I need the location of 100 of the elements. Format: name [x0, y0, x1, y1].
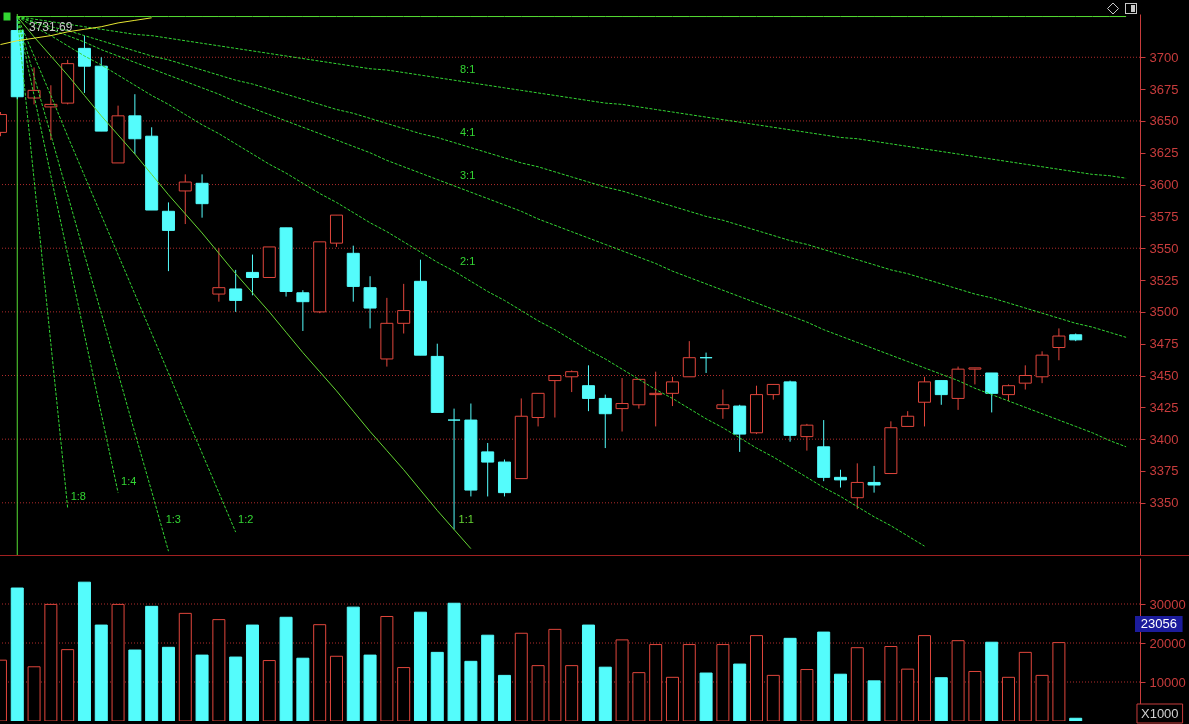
y-tick-label: 3450	[1149, 368, 1179, 384]
candlestick	[195, 173, 209, 219]
candlestick	[178, 173, 192, 225]
bar	[749, 635, 763, 721]
bar	[145, 605, 159, 721]
candlestick	[850, 462, 864, 510]
bar	[128, 649, 142, 721]
bar	[380, 615, 394, 721]
candlestick	[212, 247, 226, 303]
candlestick	[44, 84, 58, 141]
series-label: 1:2	[238, 512, 254, 525]
bar	[968, 670, 982, 721]
bar	[665, 676, 679, 721]
candlestick	[682, 340, 696, 378]
y-tick-label: 3600	[1149, 177, 1179, 193]
bar	[766, 674, 780, 721]
bar	[229, 656, 243, 721]
bar	[212, 619, 226, 721]
bar	[313, 624, 327, 721]
bar	[598, 666, 612, 721]
bar	[27, 666, 41, 721]
text: X1000	[1140, 705, 1179, 721]
series-label: 3:1	[460, 169, 476, 182]
series-label: 8:1	[460, 62, 476, 75]
y-tick-label: 3700	[1149, 49, 1179, 65]
candlestick	[917, 376, 931, 427]
candlestick	[565, 369, 579, 393]
candlestick	[867, 465, 881, 494]
bar	[699, 672, 713, 721]
bar	[800, 669, 814, 721]
bar	[10, 587, 24, 721]
candlestick	[447, 408, 461, 531]
y-tick-label: 3550	[1149, 240, 1179, 256]
bar	[397, 667, 411, 721]
bar	[161, 646, 175, 721]
candlestick	[363, 275, 377, 329]
series-label: 1:4	[121, 474, 137, 487]
candlestick	[598, 394, 612, 449]
candlestick	[397, 283, 411, 335]
series-label: 1:8	[70, 489, 86, 502]
series-label: 4:1	[460, 125, 476, 138]
bar	[413, 611, 427, 721]
y-tick-label: 3675	[1149, 81, 1179, 97]
y-tick-label: 3575	[1149, 208, 1179, 224]
bar	[430, 651, 444, 721]
bar	[649, 644, 663, 721]
y-tick-label: 3350	[1149, 495, 1179, 511]
bar	[901, 668, 915, 721]
bar	[733, 663, 747, 721]
bar	[111, 603, 125, 721]
bar	[329, 655, 343, 721]
candlestick	[665, 376, 679, 407]
bar	[985, 641, 999, 721]
bar	[850, 647, 864, 721]
bar	[1018, 651, 1032, 721]
bar	[464, 660, 478, 721]
y-tick-label: 3500	[1149, 304, 1179, 320]
bar	[77, 581, 91, 721]
bar	[94, 624, 108, 721]
bar	[447, 602, 461, 721]
bar	[61, 649, 75, 721]
bar	[783, 637, 797, 721]
candlestick	[1052, 327, 1066, 361]
bar	[581, 624, 595, 721]
bar	[884, 646, 898, 721]
candlestick	[581, 364, 595, 412]
bar	[481, 634, 495, 721]
candlestick	[699, 352, 713, 374]
series-label: 1:1	[458, 512, 474, 525]
bar	[951, 640, 965, 721]
candlestick	[649, 371, 663, 427]
bar	[632, 672, 646, 721]
bar	[1069, 717, 1083, 721]
y-tick-label: 10000	[1149, 674, 1186, 690]
candlestick	[968, 367, 982, 385]
bar	[615, 639, 629, 721]
bar	[178, 612, 192, 721]
bar	[279, 616, 293, 721]
text: 23056	[1140, 616, 1177, 631]
y-tick-label: 3375	[1149, 463, 1179, 479]
bar	[44, 603, 58, 721]
series-label: 2:1	[460, 255, 476, 268]
y-tick-label: 3425	[1149, 399, 1179, 415]
candlestick	[161, 201, 175, 272]
bar	[245, 624, 259, 721]
bar	[1001, 676, 1015, 721]
bar	[867, 680, 881, 721]
candlestick	[716, 389, 730, 420]
candlestick	[481, 442, 495, 497]
bar	[833, 673, 847, 721]
bar	[917, 635, 931, 721]
candlestick	[128, 93, 142, 155]
bar	[262, 660, 276, 721]
bar	[531, 665, 545, 721]
bar	[716, 644, 730, 721]
bar	[1052, 642, 1066, 721]
y-tick-label: 3625	[1149, 145, 1179, 161]
y-tick-label: 3650	[1149, 113, 1179, 129]
bar	[497, 674, 511, 721]
candlestick	[296, 289, 310, 332]
